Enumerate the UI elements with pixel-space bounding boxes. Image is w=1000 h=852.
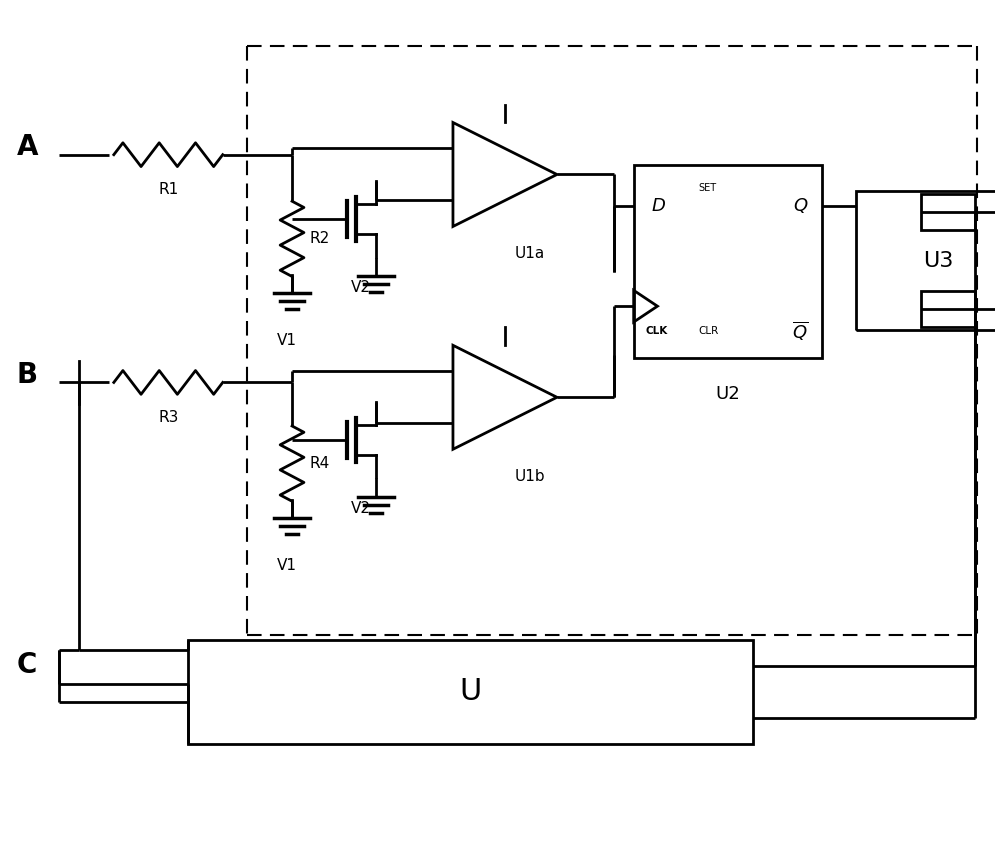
Text: A: A <box>17 133 38 161</box>
Text: U3: U3 <box>923 250 953 271</box>
Bar <box>188 640 753 744</box>
Text: V1: V1 <box>277 333 297 348</box>
Text: V2: V2 <box>351 280 371 296</box>
Text: C: C <box>17 651 37 679</box>
Text: B: B <box>17 360 38 389</box>
Bar <box>856 192 1000 330</box>
Text: CLR: CLR <box>698 326 718 336</box>
Text: R2: R2 <box>310 232 330 246</box>
Text: U1b: U1b <box>514 469 545 484</box>
Text: R3: R3 <box>158 410 178 425</box>
Bar <box>921 194 975 230</box>
Bar <box>634 164 822 358</box>
Bar <box>921 291 975 327</box>
Text: U: U <box>459 677 481 706</box>
Text: CLK: CLK <box>646 326 668 336</box>
Text: U1a: U1a <box>515 245 545 261</box>
Text: Q: Q <box>793 197 807 216</box>
Text: R4: R4 <box>310 456 330 471</box>
Text: R1: R1 <box>158 182 178 198</box>
Text: $\overline{Q}$: $\overline{Q}$ <box>792 320 808 343</box>
Text: SET: SET <box>698 183 716 193</box>
Text: D: D <box>652 197 665 216</box>
Text: U2: U2 <box>715 385 740 403</box>
Text: V1: V1 <box>277 558 297 573</box>
Text: V2: V2 <box>351 501 371 516</box>
